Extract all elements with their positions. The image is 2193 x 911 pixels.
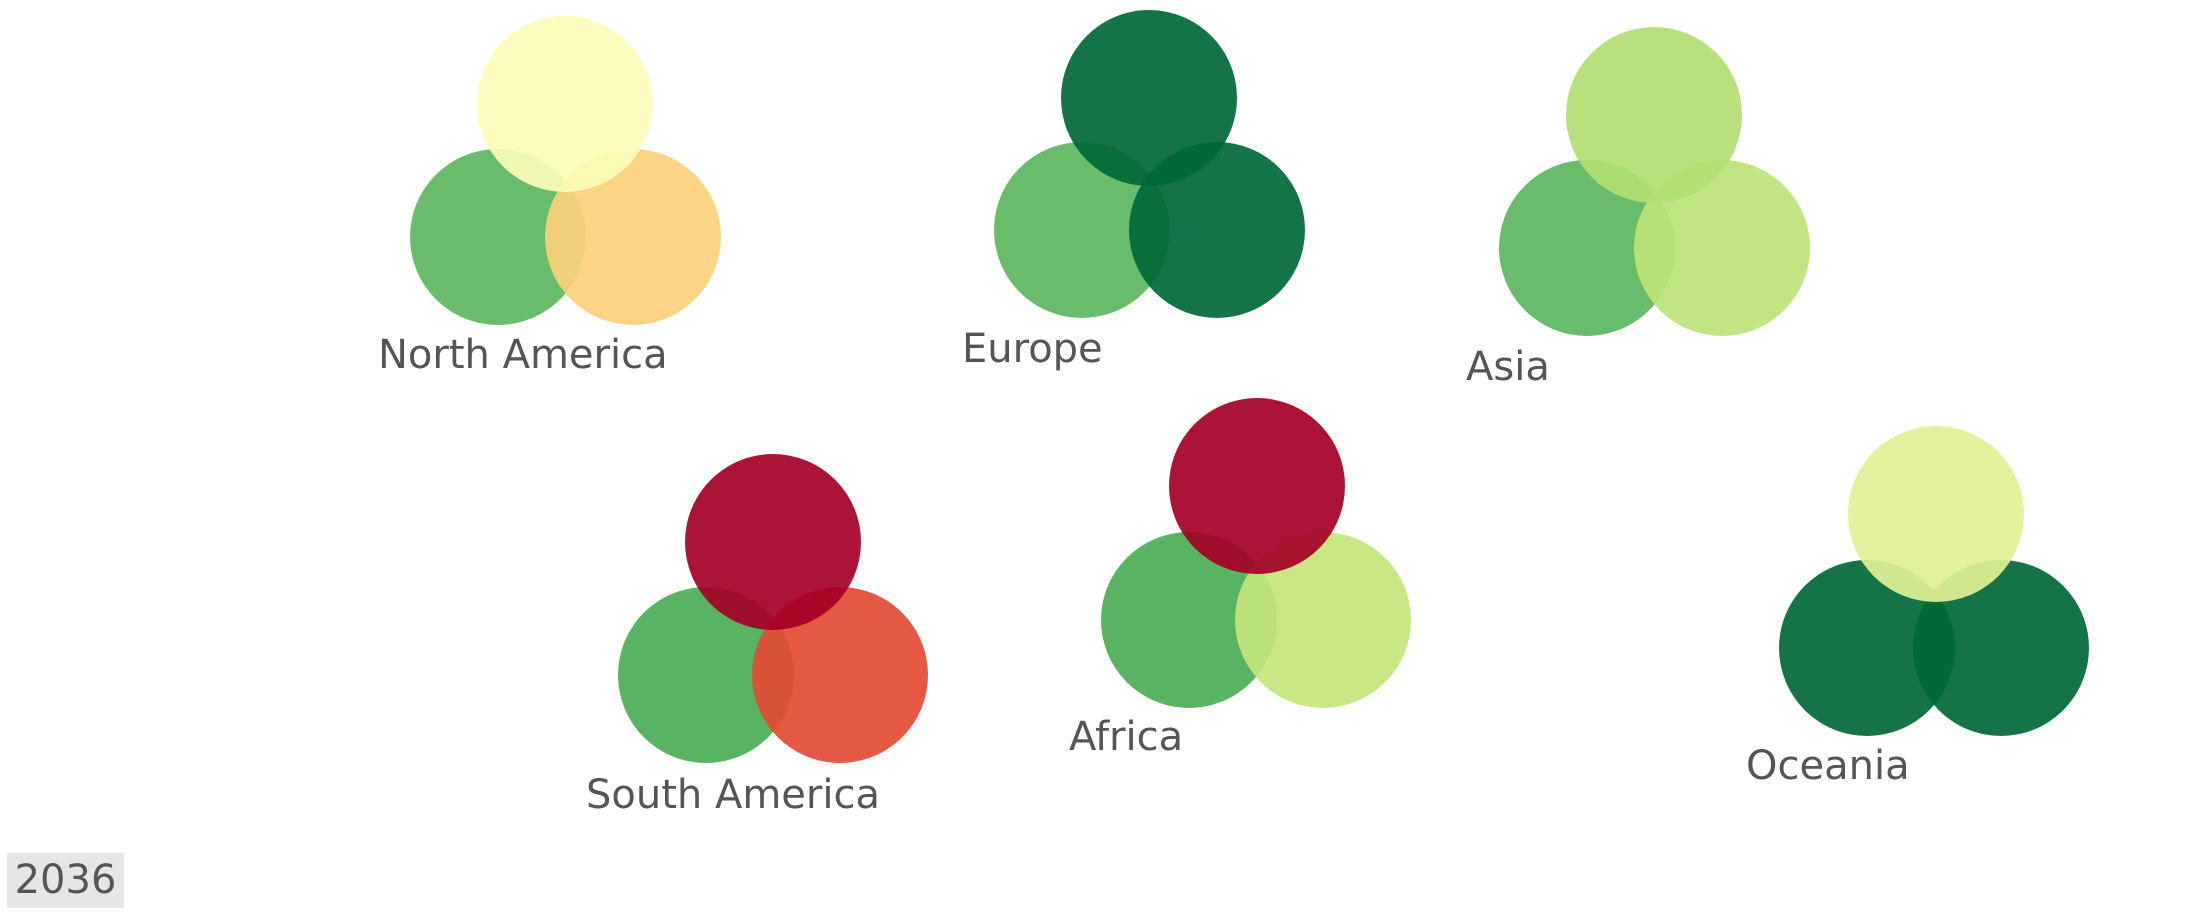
region-label-africa: Africa xyxy=(1069,714,1183,760)
asia-circle-top xyxy=(1566,27,1742,203)
south-america-circle-bottom-right xyxy=(752,587,928,763)
europe-circle-bottom-right xyxy=(1129,142,1305,318)
south-america-circle-bottom-left xyxy=(618,587,794,763)
north-america-circle-bottom-left xyxy=(410,149,586,325)
north-america-circle-top xyxy=(477,16,653,192)
region-group-oceania: Oceania xyxy=(1746,426,2089,789)
africa-circle-bottom-right xyxy=(1235,532,1411,708)
europe-circle-top xyxy=(1061,10,1237,186)
year-indicator: 2036 xyxy=(7,853,124,908)
region-group-africa: Africa xyxy=(1069,398,1411,760)
region-label-asia: Asia xyxy=(1466,344,1550,390)
region-label-south-america: South America xyxy=(586,772,880,818)
region-group-asia: Asia xyxy=(1466,27,1810,390)
region-label-north-america: North America xyxy=(378,332,668,378)
oceania-circle-bottom-right xyxy=(1913,560,2089,736)
north-america-circle-bottom-right xyxy=(545,149,721,325)
africa-circle-bottom-left xyxy=(1101,532,1277,708)
region-group-north-america: North America xyxy=(378,16,721,378)
asia-circle-bottom-right xyxy=(1634,160,1810,336)
oceania-circle-top xyxy=(1848,426,2024,602)
oceania-circle-bottom-left xyxy=(1779,560,1955,736)
europe-circle-bottom-left xyxy=(994,142,1170,318)
asia-circle-bottom-left xyxy=(1499,160,1675,336)
region-group-europe: Europe xyxy=(962,10,1305,372)
africa-circle-top xyxy=(1169,398,1345,574)
region-group-south-america: South America xyxy=(586,454,928,818)
region-label-oceania: Oceania xyxy=(1746,743,1910,789)
south-america-circle-top xyxy=(685,454,861,630)
region-label-europe: Europe xyxy=(962,326,1103,372)
